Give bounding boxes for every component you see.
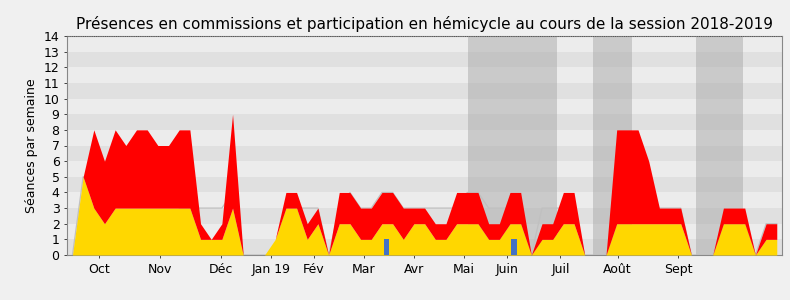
- Bar: [67, 83, 782, 99]
- Y-axis label: Séances par semaine: Séances par semaine: [25, 78, 38, 213]
- Bar: [67, 208, 782, 224]
- Bar: [67, 130, 782, 146]
- Bar: [67, 224, 782, 239]
- Bar: [592, 36, 632, 255]
- Bar: [67, 161, 782, 177]
- Bar: [67, 146, 782, 161]
- Bar: [511, 239, 517, 255]
- Bar: [67, 114, 782, 130]
- Bar: [696, 36, 743, 255]
- Bar: [67, 177, 782, 192]
- Bar: [468, 36, 557, 255]
- Bar: [67, 52, 782, 67]
- Bar: [67, 67, 782, 83]
- Bar: [67, 36, 782, 52]
- Bar: [67, 99, 782, 114]
- Bar: [67, 192, 782, 208]
- Bar: [67, 239, 782, 255]
- Bar: [384, 239, 389, 255]
- Title: Présences en commissions et participation en hémicycle au cours de la session 20: Présences en commissions et participatio…: [76, 16, 773, 32]
